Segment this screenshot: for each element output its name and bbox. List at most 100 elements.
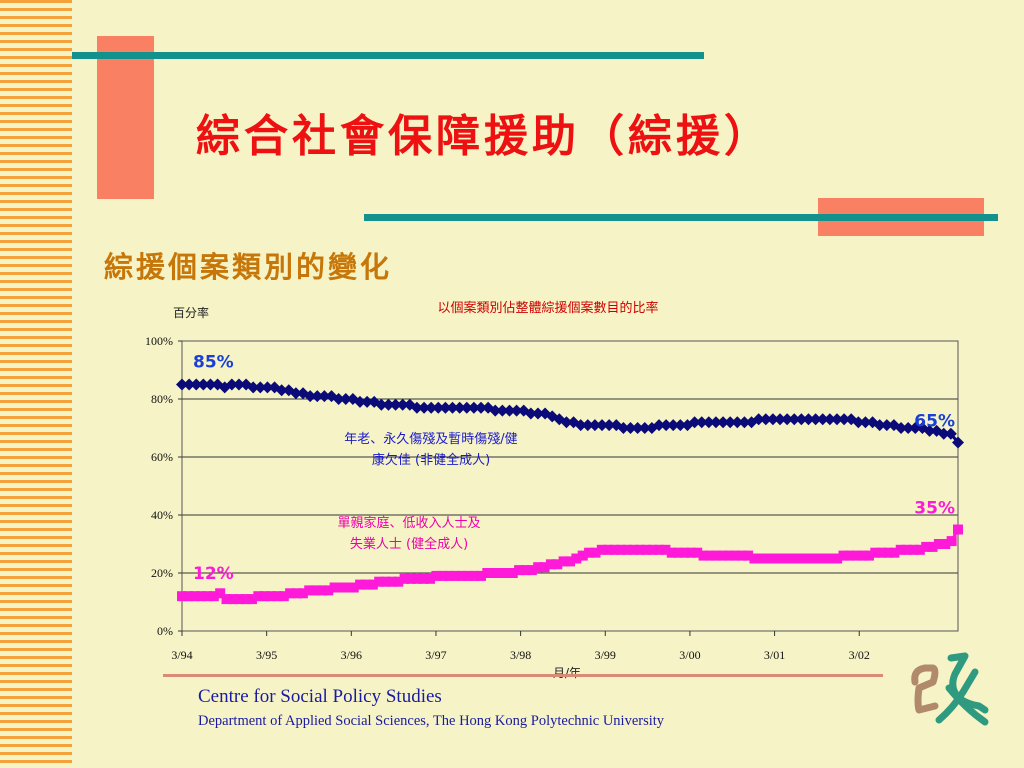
data-point-diamond	[460, 401, 473, 414]
x-tick-label: 3/95	[256, 648, 277, 662]
data-point-square	[208, 591, 219, 602]
data-point-diamond	[339, 393, 352, 405]
data-point-square	[857, 550, 868, 561]
data-point-square	[628, 544, 639, 555]
data-point-square	[762, 553, 773, 564]
data-point-square	[660, 544, 671, 555]
data-point-diamond	[382, 398, 395, 411]
data-point-square	[278, 591, 289, 602]
footer-centre-name: Centre for Social Policy Studies	[198, 686, 442, 707]
series-label-line2: 失業人士 (健全成人)	[350, 536, 468, 552]
data-point-square	[405, 573, 416, 584]
data-point-square	[329, 582, 340, 593]
data-point-diamond	[204, 378, 217, 391]
data-point-square	[793, 553, 804, 564]
data-point-square	[902, 544, 913, 555]
data-point-square	[673, 547, 684, 558]
data-point-square	[647, 544, 658, 555]
data-point-diamond	[638, 422, 651, 434]
data-point-diamond	[838, 413, 851, 426]
data-point-square	[412, 573, 423, 584]
data-point-square	[475, 570, 486, 581]
data-point-square	[495, 568, 506, 578]
slide-subtitle: 綜援個案類別的變化	[104, 250, 393, 284]
footer-department-name: Department of Applied Social Sciences, T…	[198, 713, 665, 729]
data-point-square	[711, 550, 722, 561]
data-point-square	[781, 553, 792, 564]
data-point-square	[399, 573, 410, 584]
data-point-square	[437, 570, 448, 581]
data-point-diamond	[353, 395, 366, 408]
data-point-square	[316, 585, 327, 596]
x-tick-label: 3/02	[849, 648, 870, 662]
data-point-diamond	[731, 416, 744, 429]
data-point-square	[374, 576, 385, 587]
data-point-square	[596, 544, 607, 555]
data-point-diamond	[909, 422, 922, 434]
x-axis-ticks: 3/94 3/95 3/96 3/97 3/98 3/99 3/00 3/01 3/02	[171, 631, 870, 662]
data-point-diamond	[667, 419, 680, 432]
y-tick-label: 100%	[145, 334, 173, 348]
data-point-diamond	[190, 378, 203, 391]
data-point-diamond	[375, 398, 388, 411]
data-point-square	[253, 591, 264, 602]
data-point-square	[552, 559, 563, 570]
data-point-square	[844, 550, 855, 561]
data-annotation-label: 35%	[914, 499, 955, 519]
data-point-diamond	[709, 416, 722, 429]
series-label-line2: 康欠佳 (非健全成人)	[372, 452, 490, 468]
data-point-diamond	[503, 404, 516, 417]
data-point-square	[336, 582, 347, 593]
data-point-square	[641, 544, 652, 555]
data-point-diamond	[467, 401, 480, 414]
data-point-square	[743, 550, 754, 561]
data-point-square	[431, 570, 442, 581]
data-point-square	[946, 536, 957, 547]
data-point-square	[806, 553, 817, 564]
data-point-square	[444, 570, 455, 581]
data-point-square	[565, 556, 575, 567]
data-point-diamond	[603, 419, 616, 432]
data-point-square	[526, 565, 537, 576]
data-point-square	[654, 544, 665, 555]
data-point-diamond	[902, 422, 915, 434]
data-point-diamond	[475, 401, 488, 414]
data-point-square	[266, 591, 277, 602]
data-point-square	[418, 573, 429, 584]
data-point-diamond	[311, 390, 324, 403]
data-point-diamond	[318, 390, 331, 403]
x-tick-label: 3/01	[764, 648, 785, 662]
data-point-diamond	[225, 378, 238, 391]
data-point-diamond	[396, 398, 409, 411]
data-point-diamond	[952, 436, 964, 449]
data-point-square	[272, 591, 283, 602]
data-point-square	[851, 550, 862, 561]
data-point-square	[367, 579, 378, 590]
data-point-diamond	[254, 381, 267, 394]
data-point-diamond	[560, 416, 573, 429]
footer-divider	[163, 674, 883, 677]
data-point-square	[539, 562, 550, 573]
data-point-diamond	[895, 422, 908, 434]
data-point-diamond	[688, 416, 701, 429]
data-point-square	[183, 591, 194, 602]
series-label-line1: 年老、永久傷殘及暫時傷殘/健	[344, 431, 517, 447]
data-point-diamond	[197, 378, 210, 391]
data-point-square	[342, 582, 353, 593]
data-point-diamond	[332, 393, 345, 405]
data-point-square	[177, 591, 187, 602]
data-point-diamond	[588, 419, 601, 432]
data-point-square	[234, 594, 245, 605]
data-point-diamond	[816, 413, 829, 426]
data-point-square	[380, 576, 391, 587]
data-point-square	[463, 570, 474, 581]
data-point-square	[768, 553, 779, 564]
data-point-diamond	[624, 422, 637, 434]
data-point-square	[730, 550, 741, 561]
data-point-square	[819, 553, 830, 564]
data-point-diamond	[489, 404, 502, 417]
data-point-square	[933, 539, 944, 549]
data-point-square	[456, 570, 467, 581]
data-point-square	[698, 550, 709, 561]
data-point-square	[679, 547, 690, 558]
